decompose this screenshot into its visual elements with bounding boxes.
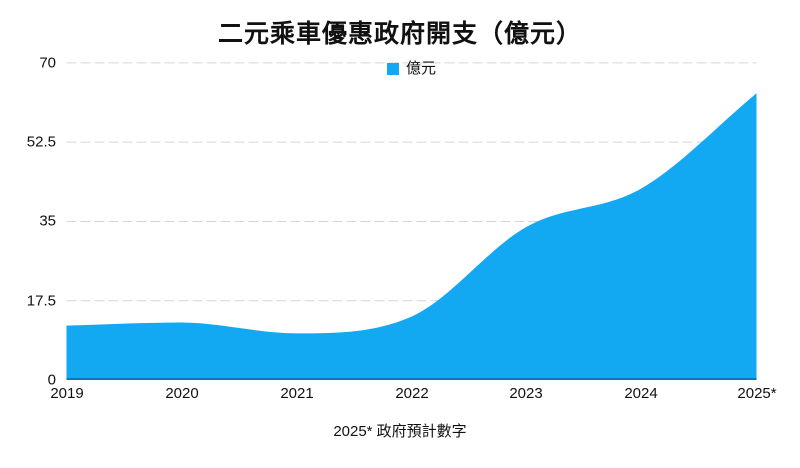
x-tick-label: 2025* xyxy=(737,385,777,402)
y-tick-label: 52.5 xyxy=(26,133,56,151)
area-series xyxy=(66,93,757,380)
legend: 億元 xyxy=(387,61,436,76)
chart-title: 二元乘車優惠政府開支（億元） xyxy=(217,20,582,48)
y-tick-label: 35 xyxy=(39,212,56,230)
y-tick-label: 0 xyxy=(47,371,56,389)
x-tick-label: 2021 xyxy=(280,385,314,402)
y-tick-label: 70 xyxy=(39,54,56,72)
footnote: 2025* 政府預計數字 xyxy=(333,423,467,440)
x-tick-label: 2020 xyxy=(165,385,199,402)
legend-swatch-icon xyxy=(387,62,399,75)
y-tick-label: 17.5 xyxy=(26,292,56,310)
legend-label: 億元 xyxy=(406,60,437,77)
x-tick-label: 2022 xyxy=(395,385,429,402)
x-tick-label: 2023 xyxy=(509,385,543,402)
x-tick-label: 2019 xyxy=(50,385,84,402)
x-tick-label: 2024 xyxy=(624,385,658,402)
